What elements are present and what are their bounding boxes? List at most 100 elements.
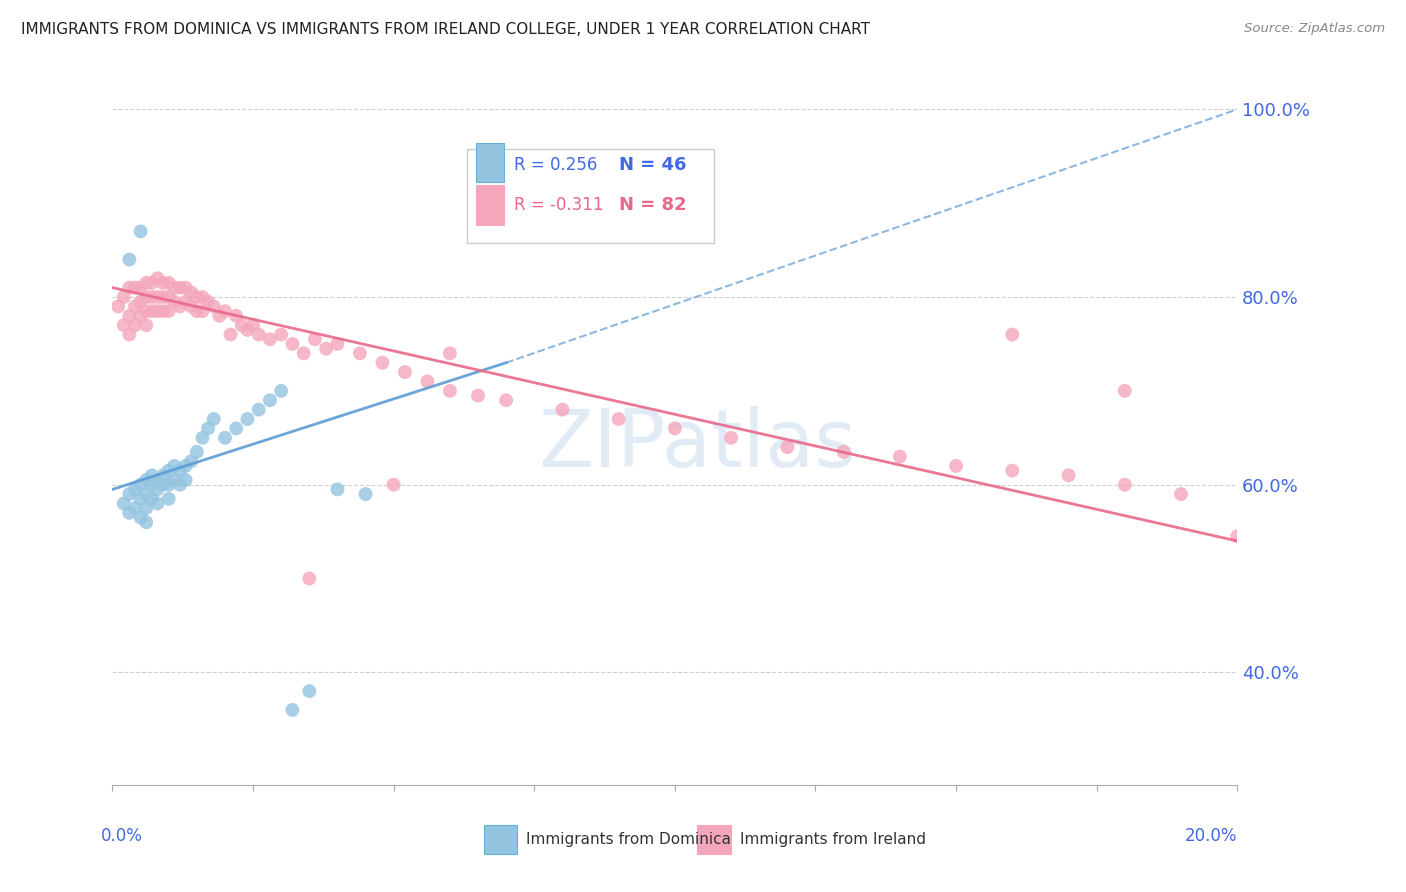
Text: 20.0%: 20.0% xyxy=(1185,827,1237,845)
Point xyxy=(247,327,270,342)
Point xyxy=(174,458,197,473)
Point xyxy=(180,285,202,300)
Point xyxy=(169,300,191,314)
Point xyxy=(202,300,225,314)
Point xyxy=(152,304,174,318)
Point xyxy=(157,477,180,491)
Point xyxy=(292,346,315,360)
Point xyxy=(129,224,152,238)
Point xyxy=(259,332,281,346)
Point xyxy=(242,318,264,333)
Point xyxy=(326,483,349,497)
Point xyxy=(135,290,157,304)
Point xyxy=(247,402,270,417)
Point xyxy=(281,337,304,351)
Point xyxy=(551,402,574,417)
Point xyxy=(118,280,141,294)
Point xyxy=(382,477,405,491)
Point xyxy=(1226,529,1249,543)
Point xyxy=(124,280,146,294)
Point xyxy=(607,412,630,426)
Point xyxy=(259,393,281,408)
Point xyxy=(135,304,157,318)
Point xyxy=(141,290,163,304)
Point xyxy=(298,684,321,698)
Point xyxy=(186,445,208,459)
Point xyxy=(135,276,157,290)
Point xyxy=(169,477,191,491)
Point xyxy=(124,501,146,516)
Point xyxy=(1170,487,1192,501)
Text: Immigrants from Ireland: Immigrants from Ireland xyxy=(740,831,927,847)
Point xyxy=(394,365,416,379)
FancyBboxPatch shape xyxy=(697,825,731,854)
Point xyxy=(152,477,174,491)
Text: R = 0.256: R = 0.256 xyxy=(515,156,598,174)
Point xyxy=(439,346,461,360)
Point xyxy=(129,491,152,506)
FancyBboxPatch shape xyxy=(475,143,503,182)
Point xyxy=(202,412,225,426)
Point xyxy=(118,327,141,342)
Point xyxy=(157,304,180,318)
Point xyxy=(118,506,141,520)
Point xyxy=(304,332,326,346)
Text: N = 46: N = 46 xyxy=(619,156,686,174)
Point xyxy=(146,473,169,487)
Point xyxy=(129,510,152,524)
FancyBboxPatch shape xyxy=(484,825,517,854)
Point xyxy=(141,304,163,318)
Point xyxy=(720,431,742,445)
Point xyxy=(354,487,377,501)
Point xyxy=(1057,468,1080,483)
Point xyxy=(186,304,208,318)
Text: R = -0.311: R = -0.311 xyxy=(515,196,603,214)
Point xyxy=(270,384,292,398)
Point xyxy=(157,276,180,290)
Point xyxy=(135,318,157,333)
Point xyxy=(146,496,169,510)
Point xyxy=(157,491,180,506)
Point xyxy=(163,473,186,487)
Point xyxy=(180,454,202,468)
Point xyxy=(129,477,152,491)
Point xyxy=(129,294,152,309)
Point xyxy=(107,300,129,314)
Point xyxy=(1114,477,1136,491)
Point xyxy=(270,327,292,342)
Text: ZIPatlas: ZIPatlas xyxy=(538,407,856,484)
Point xyxy=(191,304,214,318)
Point xyxy=(129,309,152,323)
Y-axis label: College, Under 1 year: College, Under 1 year xyxy=(0,333,8,515)
Point xyxy=(141,276,163,290)
Point xyxy=(157,290,180,304)
Point xyxy=(152,276,174,290)
Point xyxy=(467,388,489,402)
Point xyxy=(298,572,321,586)
Point xyxy=(163,294,186,309)
Point xyxy=(315,342,337,356)
Point xyxy=(236,323,259,337)
Point xyxy=(169,464,191,478)
Point xyxy=(124,483,146,497)
Point xyxy=(832,445,855,459)
Point xyxy=(191,290,214,304)
Text: Source: ZipAtlas.com: Source: ZipAtlas.com xyxy=(1244,22,1385,36)
Point xyxy=(219,327,242,342)
Text: 0.0%: 0.0% xyxy=(101,827,143,845)
Point xyxy=(208,309,231,323)
Point xyxy=(214,304,236,318)
Point xyxy=(174,280,197,294)
Point xyxy=(163,458,186,473)
Point xyxy=(214,431,236,445)
Point xyxy=(349,346,371,360)
Point xyxy=(174,473,197,487)
Point xyxy=(326,337,349,351)
Point xyxy=(141,491,163,506)
Point xyxy=(439,384,461,398)
Point xyxy=(146,304,169,318)
Point xyxy=(495,393,517,408)
Point xyxy=(197,294,219,309)
Point xyxy=(146,483,169,497)
Point xyxy=(664,421,686,435)
